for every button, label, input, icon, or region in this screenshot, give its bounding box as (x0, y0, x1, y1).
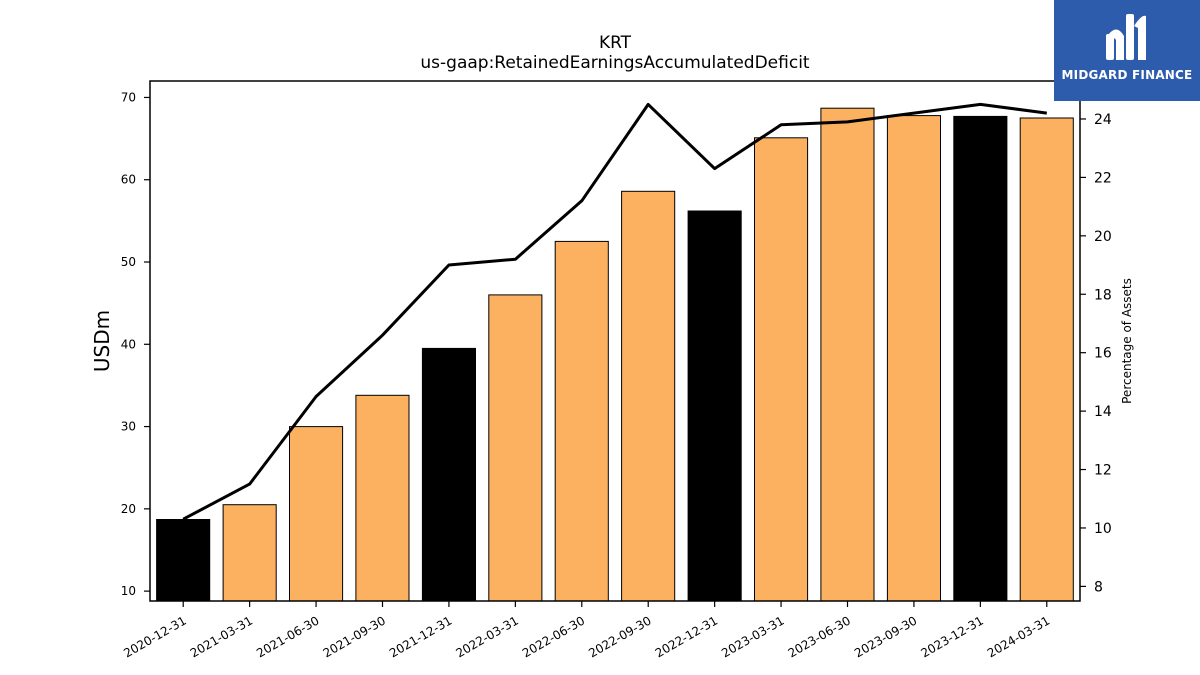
x-tick-label-2023-09-30: 2023-09-30 (852, 613, 919, 660)
left-tick-label-30: 30 (121, 420, 136, 434)
bar-2021-06-30 (289, 426, 344, 602)
x-axis: 2020-12-31 2021-03-31 2021-06-30 2021-09-30… (121, 601, 1052, 660)
bar-2022-06-30 (554, 240, 609, 602)
x-tick-label-2023-12-31: 2023-12-31 (918, 613, 985, 660)
x-tick-label-2023-03-31: 2023-03-31 (719, 613, 786, 660)
right-tick-label-12: 12 (1094, 463, 1112, 479)
right-tick-label-16: 16 (1094, 346, 1112, 362)
right-tick-label-22: 22 (1094, 170, 1112, 186)
left-tick-label-10: 10 (121, 584, 136, 598)
bar-2020-12-31 (156, 519, 211, 602)
x-tick-label-2022-06-30: 2022-06-30 (520, 613, 587, 660)
chart-title: KRT (599, 33, 632, 53)
x-tick-label-2021-03-31: 2021-03-31 (188, 613, 255, 660)
bar-series (156, 107, 1074, 602)
y-axis-label-right: Percentage of Assets (1120, 278, 1134, 404)
bar-2021-12-31 (421, 347, 476, 602)
x-tick-label-2022-03-31: 2022-03-31 (453, 613, 520, 660)
x-tick-label-2024-03-31: 2024-03-31 (985, 613, 1052, 660)
left-tick-label-60: 60 (121, 173, 136, 187)
chart-subtitle: us-gaap:RetainedEarningsAccumulatedDefic… (420, 53, 810, 73)
bar-2023-12-31 (953, 115, 1008, 602)
x-tick-label-2020-12-31: 2020-12-31 (121, 613, 188, 660)
x-tick-label-2022-09-30: 2022-09-30 (586, 613, 653, 660)
x-tick-label-2021-09-30: 2021-09-30 (321, 613, 388, 660)
right-tick-label-18: 18 (1094, 287, 1112, 303)
midgard-logo-icon (1106, 14, 1146, 60)
right-tick-label-14: 14 (1094, 404, 1112, 420)
y-axis-label-left: USDm (90, 310, 114, 372)
bar-2022-09-30 (621, 190, 676, 602)
bar-2022-03-31 (488, 294, 543, 602)
right-tick-label-10: 10 (1094, 521, 1112, 537)
bar-2023-03-31 (754, 137, 809, 602)
left-tick-label-70: 70 (121, 90, 136, 104)
right-tick-label-20: 20 (1094, 229, 1112, 245)
left-tick-label-40: 40 (121, 337, 136, 351)
x-tick-label-2021-12-31: 2021-12-31 (387, 613, 454, 660)
x-tick-label-2023-06-30: 2023-06-30 (786, 613, 853, 660)
bar-2021-09-30 (355, 394, 410, 602)
left-tick-label-20: 20 (121, 502, 136, 516)
midgard-finance-logo: MIDGARD FINANCE (1054, 0, 1200, 101)
logo-text: MIDGARD FINANCE (1061, 68, 1193, 82)
line-series (182, 102, 1047, 521)
right-tick-label-24: 24 (1094, 112, 1112, 128)
percentage-line (182, 102, 1047, 521)
left-tick-label-50: 50 (121, 255, 136, 269)
bar-2022-12-31 (687, 210, 742, 602)
bar-2024-03-31 (1019, 117, 1074, 602)
plot-frame (149, 80, 1081, 602)
right-y-axis: 8 10 12 14 16 18 20 22 24 (1080, 112, 1112, 595)
bar-2023-09-30 (886, 115, 942, 602)
bar-2021-03-31 (222, 504, 277, 602)
bar-2023-06-30 (820, 107, 875, 602)
right-tick-label-8: 8 (1094, 579, 1103, 595)
x-tick-label-2022-12-31: 2022-12-31 (653, 613, 720, 660)
x-tick-label-2021-06-30: 2021-06-30 (254, 613, 321, 660)
left-y-axis: 10 20 30 40 50 60 70 (121, 90, 150, 598)
